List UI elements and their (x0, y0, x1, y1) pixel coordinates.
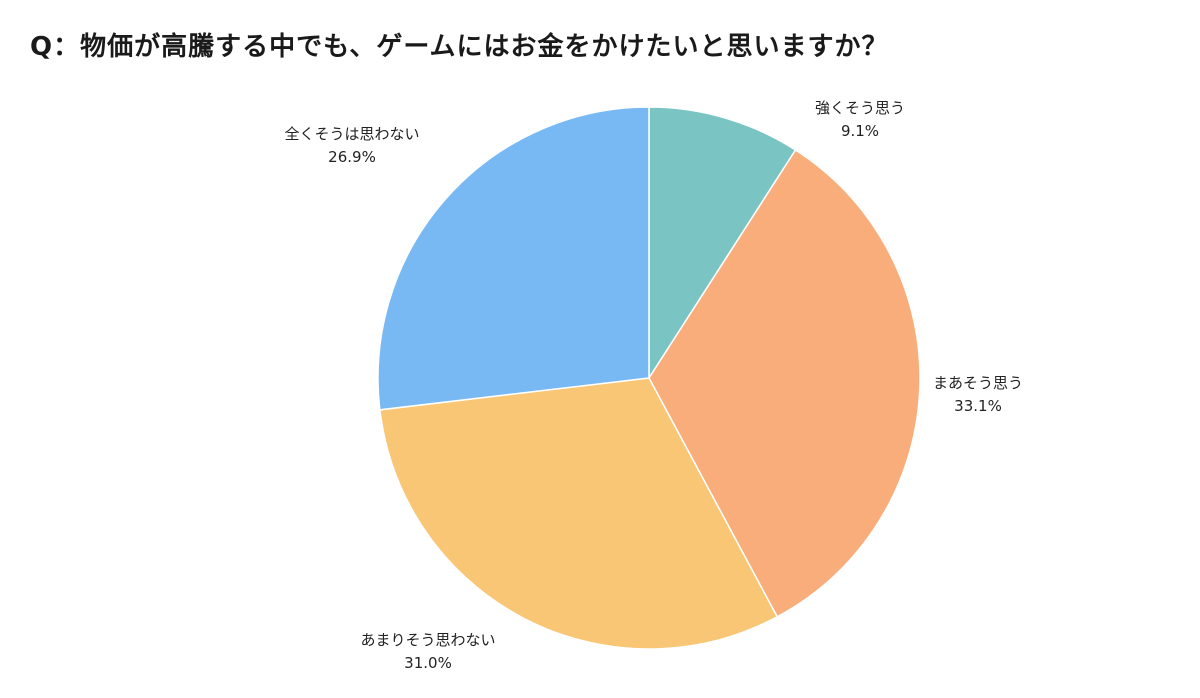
slice-value-1: 9.1% (841, 122, 879, 140)
slice-value-2: 33.1% (954, 397, 1002, 415)
slice-label-4: 全くそうは思わない (284, 125, 419, 143)
pie-slice-2 (648, 148, 921, 618)
pie-slice-1 (648, 106, 797, 381)
pie-slice-3 (379, 377, 779, 650)
slice-label-3: あまりそう思わない (360, 631, 495, 649)
pie-labels: 強くそう思う 9.1% まあそう思う 33.1% あまりそう思わない 31.0% 全くそうは… (284, 99, 1023, 672)
pie-slice-4 (377, 106, 650, 411)
chart-title: Q：物価が高騰する中でも、ゲームにはお金をかけたいと思いますか？ (30, 32, 889, 62)
pie-slices (377, 106, 921, 650)
slice-label-1: 強くそう思う (815, 99, 905, 117)
slice-value-4: 26.9% (328, 148, 376, 166)
slice-label-2: まあそう思う (933, 374, 1023, 392)
slice-value-3: 31.0% (404, 654, 452, 672)
